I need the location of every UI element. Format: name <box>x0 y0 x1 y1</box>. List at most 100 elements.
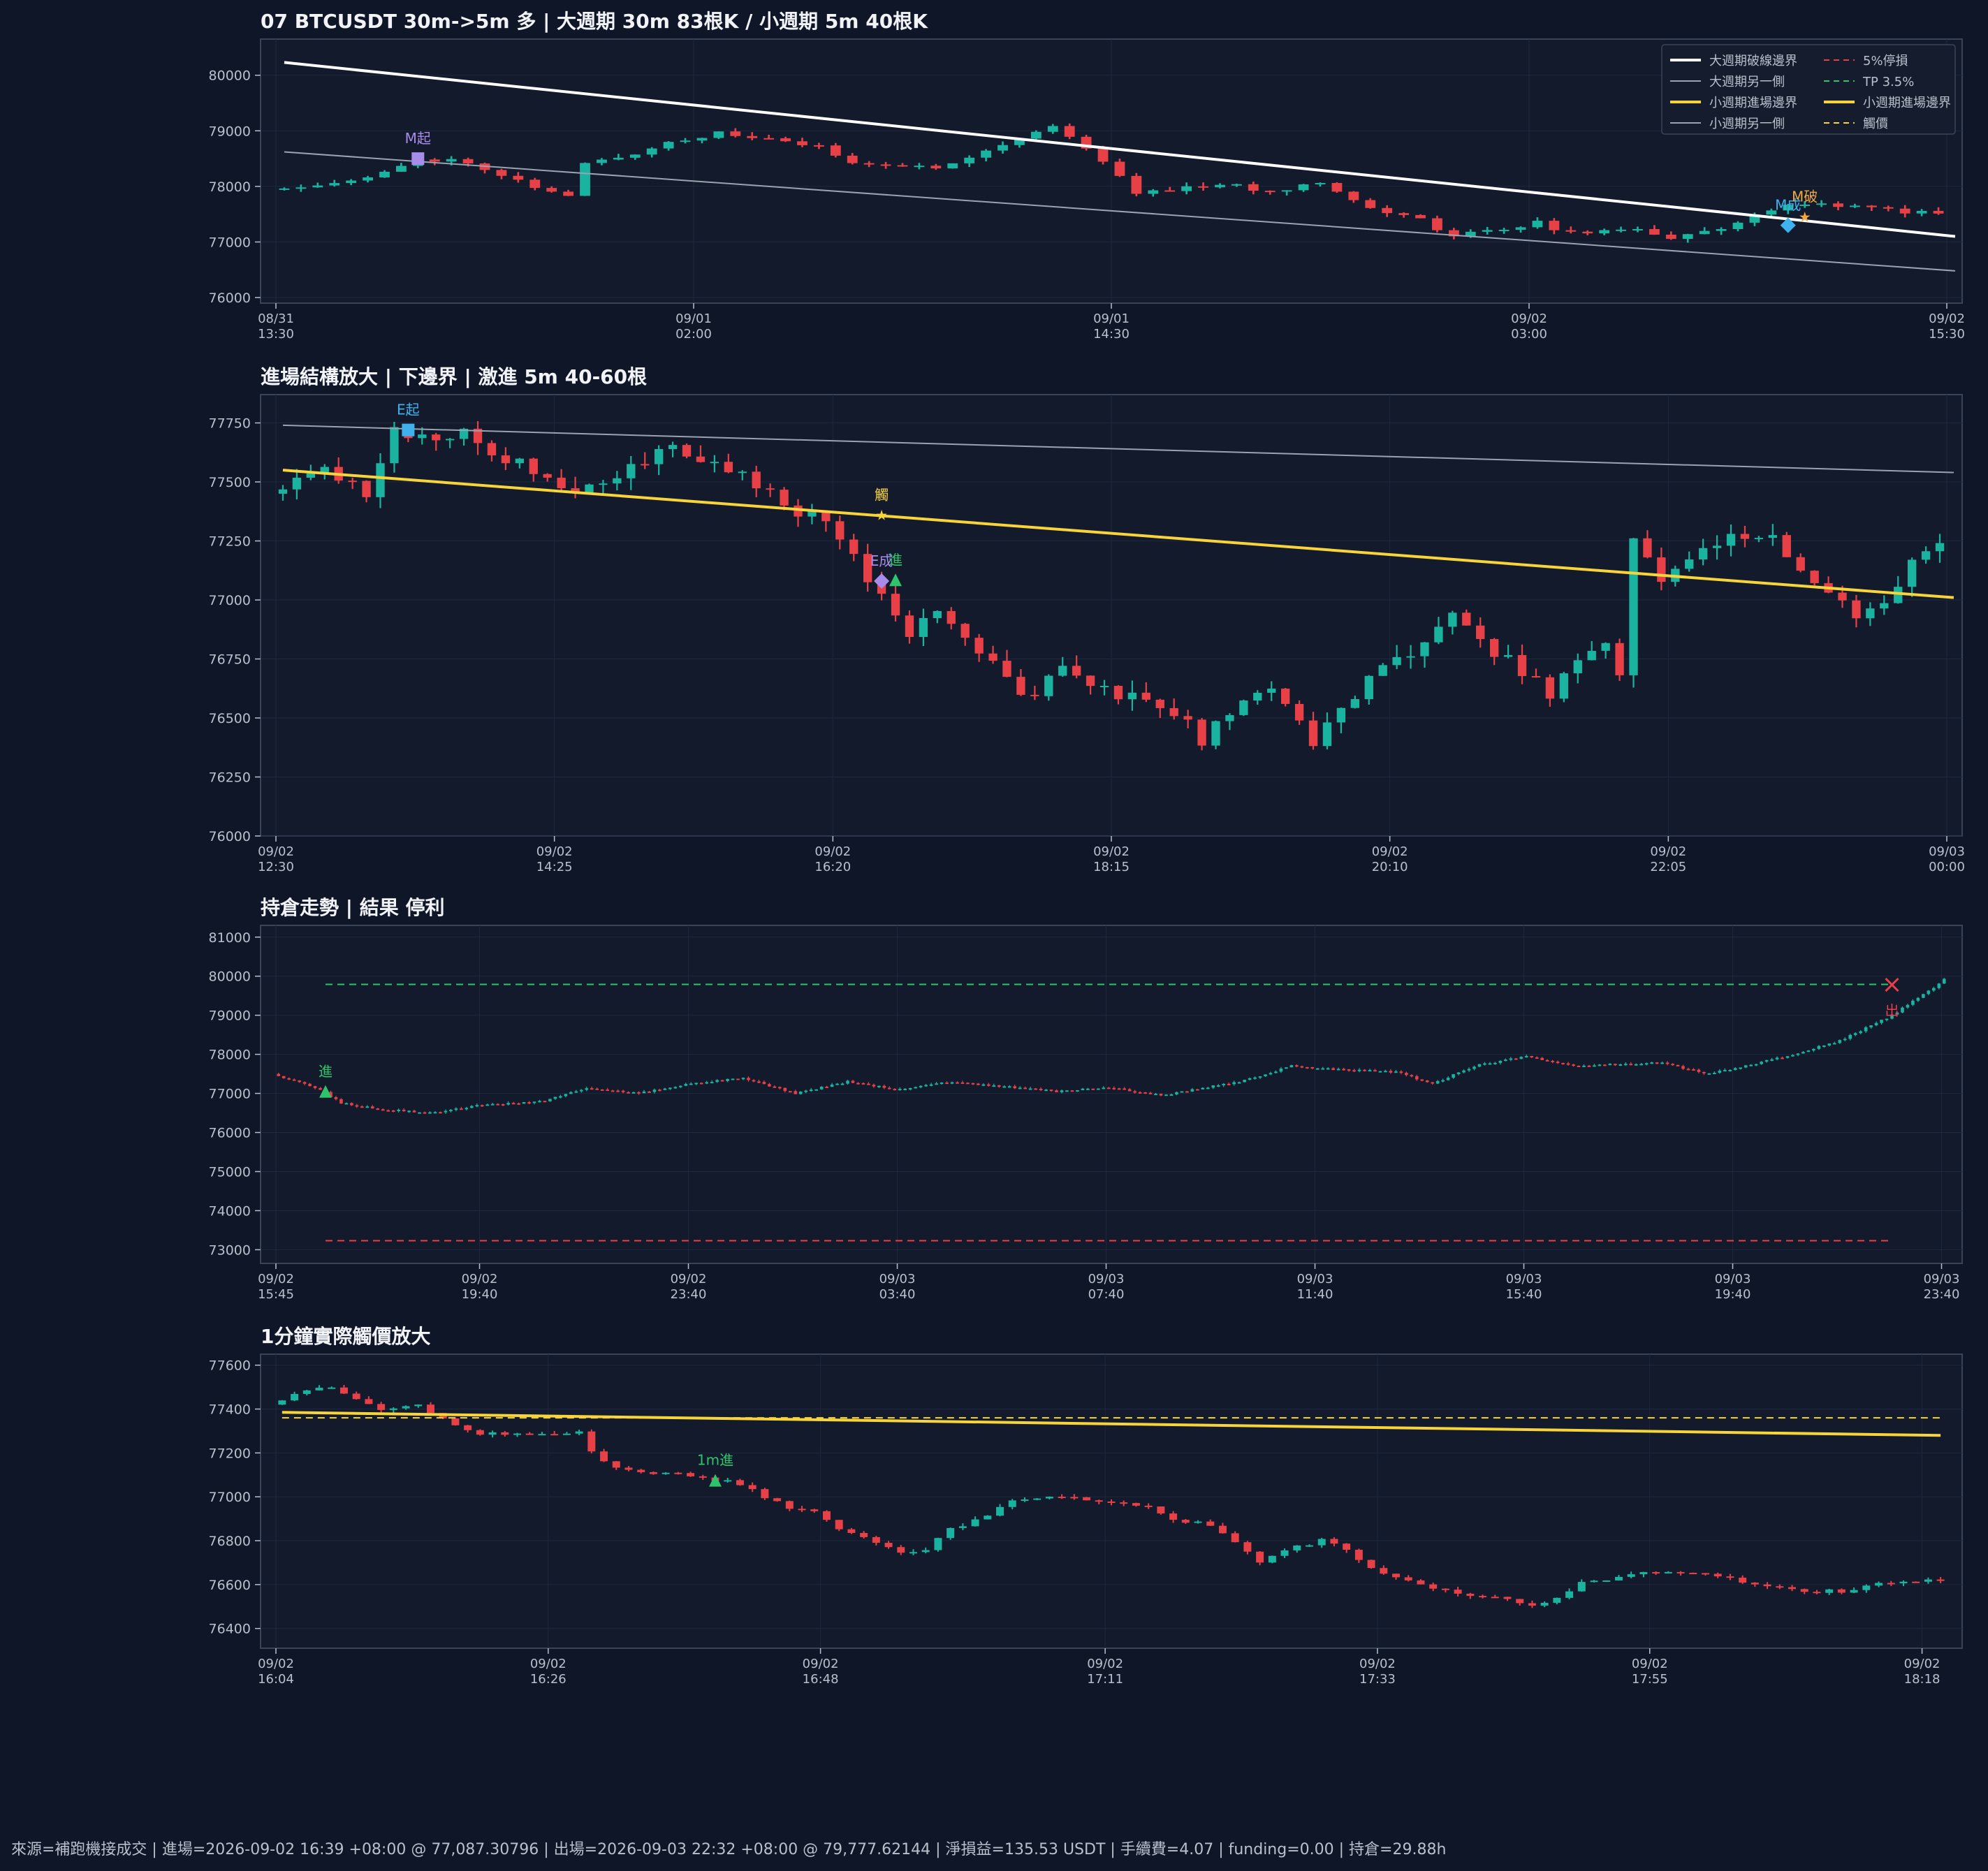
candle-body <box>1143 1092 1147 1094</box>
candle-body <box>1144 1505 1153 1507</box>
candle-body <box>1310 1066 1315 1069</box>
candle-body <box>1796 557 1805 571</box>
candle-body <box>362 480 371 497</box>
panel-p2: 進場結構放大 | 下邊界 | 激進 5m 40-60根 76000 76250 765… <box>209 365 1965 874</box>
candle-body <box>1749 214 1760 223</box>
candle-body <box>1890 1014 1894 1019</box>
candle-body <box>1155 699 1164 708</box>
x-tick-label: 09/02 12:30 <box>258 844 294 874</box>
candle-body <box>1590 1580 1598 1583</box>
candle-body <box>485 1104 490 1106</box>
candle-body <box>432 434 441 441</box>
candle-body <box>835 1083 839 1085</box>
candle-body <box>1788 1587 1797 1590</box>
candle-body <box>418 434 427 439</box>
candle-body <box>914 166 925 168</box>
candle-body <box>1016 677 1025 695</box>
x-tick-label: 09/02 20:10 <box>1372 844 1408 874</box>
candle-body <box>1800 1589 1808 1592</box>
candle-body <box>1264 191 1276 193</box>
candle-body <box>624 1467 633 1470</box>
candle-body <box>1764 1059 1769 1062</box>
candle-body <box>449 1110 453 1112</box>
candle-body <box>1887 1583 1895 1585</box>
candle-body <box>1148 190 1159 194</box>
candle-body <box>1749 1064 1753 1066</box>
candle-body <box>1660 1062 1664 1064</box>
y-tick-label: 80000 <box>209 969 251 985</box>
y-tick-label: 73000 <box>209 1242 251 1258</box>
candle-body <box>1582 1065 1586 1067</box>
candle-body <box>1132 1503 1140 1506</box>
candle-body <box>780 490 789 506</box>
candle-body <box>794 1091 798 1094</box>
candle-body <box>1305 1066 1309 1069</box>
candle-body <box>773 1498 782 1502</box>
candle-body <box>1382 207 1393 214</box>
marker-diamond <box>874 573 890 589</box>
candle-body <box>947 1527 955 1539</box>
candle-body <box>730 131 741 136</box>
candle-body <box>402 1109 406 1112</box>
candle-body <box>1315 183 1326 185</box>
marker-star: ★ <box>1799 209 1811 226</box>
candles <box>277 978 1946 1114</box>
candle-body <box>329 1092 332 1097</box>
candle-body <box>971 1519 979 1527</box>
candle-body <box>1927 990 1931 995</box>
candle-body <box>1686 1069 1690 1071</box>
candle-body <box>860 1532 868 1537</box>
candle-body <box>1429 1584 1438 1589</box>
candle-body <box>302 1390 311 1394</box>
candle-body <box>292 1079 296 1081</box>
candle-body <box>1194 1521 1202 1523</box>
candle-body <box>1540 1602 1549 1606</box>
candle-body <box>339 1099 343 1104</box>
candle-body <box>360 1106 364 1108</box>
candle-body <box>1106 1087 1111 1089</box>
candle-body <box>1655 1062 1659 1064</box>
candle-body <box>480 1105 484 1107</box>
candle-body <box>930 166 942 169</box>
candle-body <box>1058 1497 1066 1499</box>
candle-body <box>279 188 290 190</box>
candle-body <box>412 1110 416 1113</box>
candle-body <box>1044 1089 1048 1092</box>
candle-body <box>1572 1064 1575 1066</box>
candle-body <box>543 1101 547 1103</box>
candle-body <box>663 142 674 149</box>
candle-body <box>1417 1580 1425 1585</box>
candle-body <box>1399 1071 1403 1073</box>
candle-body <box>762 1082 766 1085</box>
candle-body <box>1064 126 1075 137</box>
candle-body <box>1169 707 1178 717</box>
candle-body <box>934 1538 942 1550</box>
y-tick-label: 77000 <box>209 593 251 608</box>
candle-body <box>696 138 708 141</box>
candle-body <box>1751 1583 1759 1585</box>
candle-body <box>1227 1083 1231 1085</box>
candle-body <box>1317 1539 1326 1546</box>
x-tick-label: 09/02 16:48 <box>803 1657 839 1687</box>
candle-body <box>1141 692 1151 700</box>
candle-body <box>997 145 1008 151</box>
candle-body <box>887 1087 891 1089</box>
candle-body <box>1180 1091 1184 1093</box>
candle-body <box>550 1434 559 1436</box>
candle-body <box>1326 1068 1330 1070</box>
candle-body <box>1308 720 1318 747</box>
candle-body <box>1553 1597 1561 1603</box>
candle-body <box>1740 534 1750 539</box>
candle-body <box>454 1108 458 1110</box>
candle-body <box>884 1543 893 1548</box>
candle-body <box>1565 230 1577 232</box>
marker-label: M成 <box>1775 197 1801 214</box>
y-tick-label: 76000 <box>209 291 251 306</box>
candle-body <box>511 1103 516 1105</box>
candle-body <box>1671 1064 1674 1066</box>
candle-body <box>1197 719 1206 746</box>
candle-body <box>1420 642 1429 656</box>
candle-body <box>914 1087 918 1089</box>
candle-body <box>459 428 469 439</box>
candle-body <box>559 1096 562 1098</box>
